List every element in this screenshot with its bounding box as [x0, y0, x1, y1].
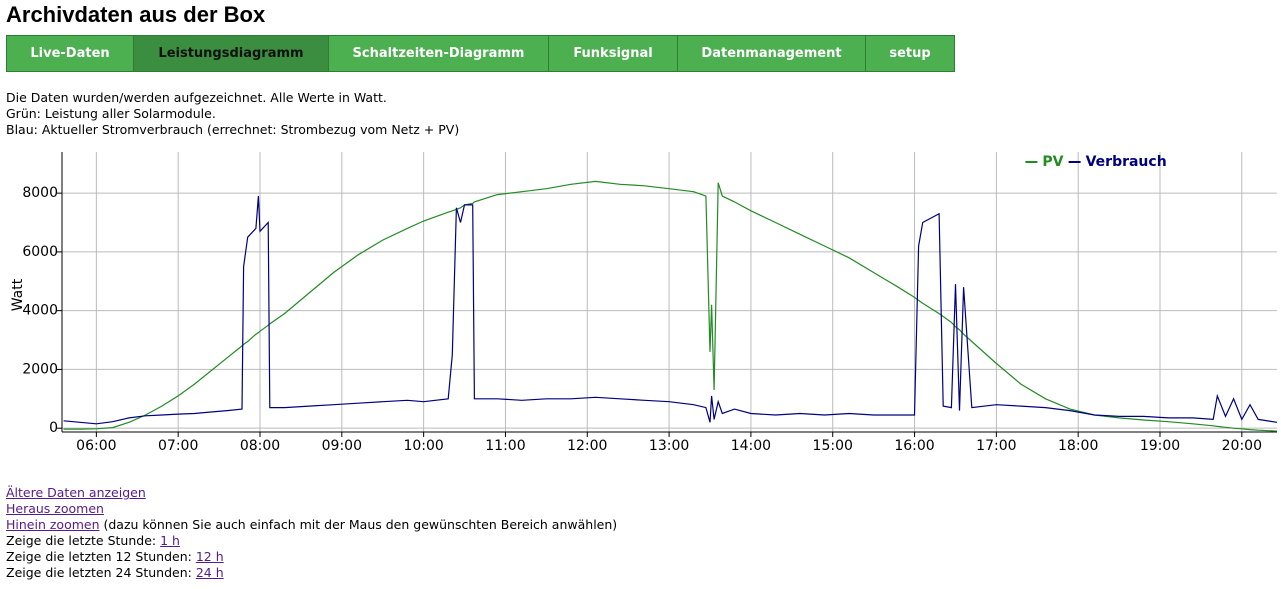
y-tick-label: 2000 — [22, 361, 58, 377]
y-tick-label: 6000 — [22, 244, 58, 260]
x-tick-label: 14:00 — [731, 438, 771, 454]
description-line: Die Daten wurden/werden aufgezeichnet. A… — [6, 90, 387, 105]
series-line — [63, 180, 1278, 432]
link-line: Ältere Daten anzeigen — [6, 485, 617, 501]
link[interactable]: Ältere Daten anzeigen — [6, 485, 146, 500]
nav-item[interactable]: setup — [866, 35, 955, 72]
x-tick-label: 07:00 — [158, 438, 198, 454]
link-line: Hinein zoomen (dazu können Sie auch einf… — [6, 517, 617, 533]
x-tick-label: 18:00 — [1058, 438, 1098, 454]
link[interactable]: Hinein zoomen — [6, 517, 100, 532]
legend-label: Verbrauch — [1086, 154, 1167, 170]
link-note: (dazu können Sie auch einfach mit der Ma… — [103, 517, 618, 532]
legend-label: PV — [1042, 154, 1063, 170]
link[interactable]: 1 h — [160, 533, 180, 548]
y-tick-label: 0 — [49, 420, 58, 436]
nav-item[interactable]: Leistungsdiagramm — [134, 35, 329, 72]
link-line: Zeige die letzte Stunde: 1 h — [6, 533, 617, 549]
x-tick-label: 17:00 — [976, 438, 1016, 454]
x-tick-label: 12:00 — [567, 438, 607, 454]
link-note: Zeige die letzten 24 Stunden: — [6, 565, 192, 580]
link-line: Heraus zoomen — [6, 501, 617, 517]
x-tick-label: 19:00 — [1140, 438, 1180, 454]
y-tick-label: 8000 — [22, 185, 58, 201]
x-tick-label: 11:00 — [485, 438, 525, 454]
series-line — [63, 196, 1278, 425]
link-list: Ältere Daten anzeigen Heraus zoomen Hine… — [6, 485, 617, 581]
nav-item[interactable]: Live-Daten — [6, 35, 134, 72]
chart: Watt 0 2000 4000 6000 8000 06:00 07:00 08:00 09:… — [10, 152, 1278, 454]
link-line: Zeige die letzten 12 Stunden: 12 h — [6, 549, 617, 565]
x-tick-label: 20:00 — [1222, 438, 1262, 454]
x-tick-label: 15:00 — [813, 438, 853, 454]
nav-item[interactable]: Funksignal — [549, 35, 678, 72]
x-tick-label: 13:00 — [649, 438, 689, 454]
link[interactable]: 24 h — [195, 565, 224, 580]
link-note: Zeige die letzte Stunde: — [6, 533, 157, 548]
nav-item[interactable]: Schaltzeiten-Diagramm — [329, 35, 549, 72]
x-tick-label: 08:00 — [240, 438, 280, 454]
x-tick-label: 10:00 — [403, 438, 443, 454]
x-tick-label: 16:00 — [894, 438, 934, 454]
y-axis-label: Watt — [10, 278, 26, 311]
page-title: Archivdaten aus der Box — [6, 2, 266, 27]
y-tick-label: 4000 — [22, 303, 58, 319]
description: Die Daten wurden/werden aufgezeichnet. A… — [6, 90, 459, 138]
x-tick-label: 09:00 — [322, 438, 362, 454]
link-line: Zeige die letzten 24 Stunden: 24 h — [6, 565, 617, 581]
nav-bar: Live-Daten Leistungsdiagramm Schaltzeite… — [6, 35, 955, 72]
link-note: Zeige die letzten 12 Stunden: — [6, 549, 192, 564]
nav-item[interactable]: Datenmanagement — [678, 35, 866, 72]
link[interactable]: 12 h — [195, 549, 224, 564]
x-tick-label: 06:00 — [76, 438, 116, 454]
description-line: Grün: Leistung aller Solarmodule. — [6, 106, 216, 121]
link[interactable]: Heraus zoomen — [6, 501, 104, 516]
description-line: Blau: Aktueller Stromverbrauch (errechne… — [6, 122, 460, 137]
